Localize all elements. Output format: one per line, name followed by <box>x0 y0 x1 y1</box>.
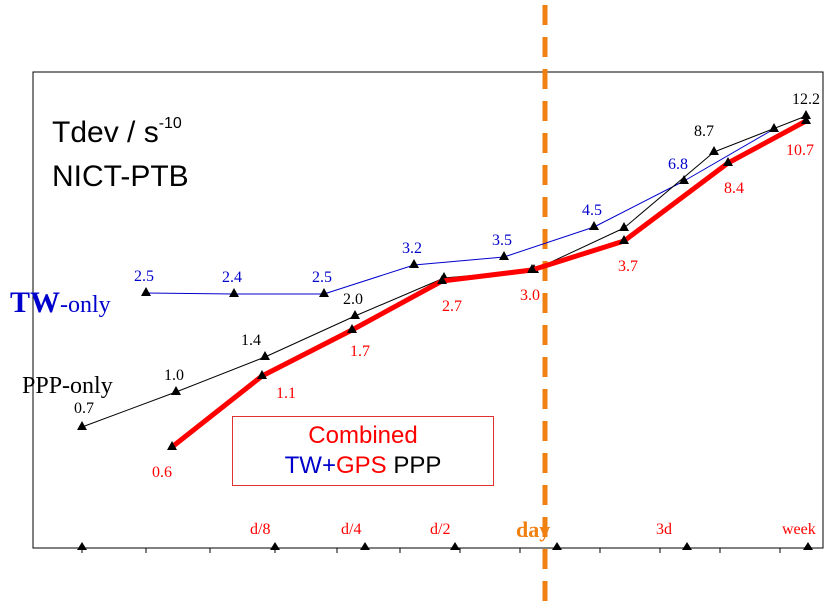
subtitle: NICT-PTB <box>52 160 189 193</box>
data-label: 1.1 <box>276 385 296 402</box>
data-label: 4.5 <box>582 202 602 219</box>
data-point-marker <box>141 287 151 296</box>
data-point-marker <box>167 441 177 450</box>
x-tick-label: day <box>516 517 550 542</box>
data-label: 1.4 <box>241 332 261 349</box>
legend-line2: TW+GPS PPP <box>233 451 493 481</box>
data-point-marker <box>350 310 360 319</box>
data-label: 12.2 <box>792 91 820 108</box>
series-layer <box>77 110 811 450</box>
data-point-marker <box>527 264 537 273</box>
x-axis-ticks <box>77 542 813 553</box>
ppp-only-suffix: -only <box>62 373 113 399</box>
title-line: Tdev / s-10 <box>52 102 189 155</box>
data-point-marker <box>499 251 509 260</box>
x-axis-marker <box>450 542 460 550</box>
data-point-marker <box>229 288 239 297</box>
data-point-marker <box>260 351 270 360</box>
title-exponent: -10 <box>158 115 182 132</box>
x-tick-label: d/8 <box>250 521 270 538</box>
data-label: 3.0 <box>520 287 540 304</box>
data-point-marker <box>347 324 357 333</box>
x-tick-labels: d/8 d/4 d/2 day 3d week <box>250 517 816 542</box>
data-label: 2.5 <box>312 269 332 286</box>
data-label: 2.4 <box>222 269 242 286</box>
legend-gps: GPS <box>335 452 387 479</box>
series-line-ppp-only <box>81 115 807 428</box>
x-axis-marker <box>270 542 280 550</box>
series-line-combined-tw-gps-ppp <box>170 118 808 449</box>
legend-combined: Combined TW+GPS PPP <box>232 416 494 486</box>
data-label: 3.5 <box>492 232 512 249</box>
data-point-marker <box>77 421 87 430</box>
ppp-only-prefix: PPP <box>22 373 62 399</box>
data-label: 1.7 <box>350 343 370 360</box>
data-point-marker <box>619 222 629 231</box>
title-text: Tdev / s <box>52 116 159 149</box>
data-label: 8.4 <box>724 180 744 197</box>
data-label: 10.7 <box>786 142 814 159</box>
data-point-marker <box>801 115 811 124</box>
x-axis-marker <box>803 542 813 550</box>
series-name-ppp-only: PPP-only <box>22 373 113 399</box>
data-point-marker <box>409 259 419 268</box>
x-axis-marker <box>360 542 370 550</box>
tw-only-prefix: TW <box>10 286 60 319</box>
data-point-marker <box>679 175 689 184</box>
legend-line1: Combined <box>308 422 418 449</box>
x-axis-marker <box>682 542 692 550</box>
data-label: 6.8 <box>668 156 688 173</box>
x-axis-marker <box>552 542 562 550</box>
data-label: 8.7 <box>694 123 714 140</box>
tw-only-suffix: -only <box>60 292 111 318</box>
data-label: 0.7 <box>74 400 94 417</box>
data-label: 1.0 <box>164 367 184 384</box>
x-tick-label: week <box>782 521 816 538</box>
series-name-tw-only: TW-only <box>10 286 111 319</box>
labels-layer: 2.5 2.4 2.5 3.2 3.5 4.5 6.8 0.7 1.0 1.4 2.0 8.7 12.2… <box>74 91 820 481</box>
data-point-marker <box>319 288 329 297</box>
data-label: 3.7 <box>618 258 638 275</box>
x-tick-label: d/4 <box>341 521 361 538</box>
data-point-marker <box>589 221 599 230</box>
data-point-marker <box>709 146 719 155</box>
data-point-marker <box>801 110 811 119</box>
data-label: 2.0 <box>343 291 363 308</box>
legend-ppp: PPP <box>386 452 442 479</box>
data-label: 3.2 <box>402 240 422 257</box>
data-point-marker <box>257 370 267 379</box>
data-point-marker <box>619 235 629 244</box>
data-label: 0.6 <box>152 464 172 481</box>
data-label: 2.5 <box>134 268 154 285</box>
plot-frame <box>32 71 824 549</box>
x-axis-marker <box>77 542 87 550</box>
data-label: 2.7 <box>442 298 462 315</box>
x-tick-label: 3d <box>656 521 672 538</box>
data-point-marker <box>723 157 733 166</box>
x-tick-label: d/2 <box>430 521 450 538</box>
series-line-tw-only <box>145 128 775 295</box>
data-point-marker <box>171 386 181 395</box>
data-point-marker <box>437 275 447 284</box>
chart-title: Tdev / s-10 NICT-PTB <box>52 102 189 199</box>
legend-tw-gps: TW+ <box>284 452 336 479</box>
